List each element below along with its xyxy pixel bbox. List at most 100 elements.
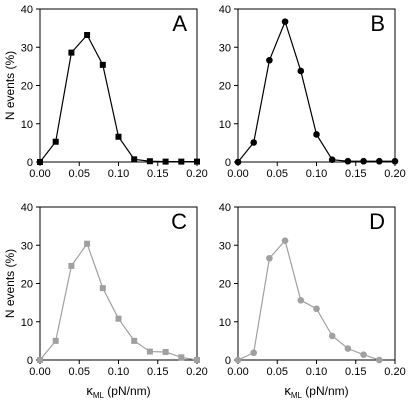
y-tick-label: 30 [21, 240, 33, 252]
x-tick-label: 0.05 [267, 168, 288, 180]
data-point [328, 332, 336, 340]
panel-letter: C [171, 209, 187, 234]
data-point [178, 158, 185, 165]
data-point [266, 56, 273, 64]
x-tick-label: 0.00 [29, 366, 50, 378]
data-point [234, 158, 242, 166]
x-axis-title-units: (pN/nm) [104, 384, 151, 398]
panel-c: 0.00 0.05 0.10 0.15 0.20 0 10 20 30 40 C N events (… [3, 202, 208, 400]
data-point [266, 254, 273, 262]
y-tick-label: 0 [27, 157, 33, 169]
data-point [313, 131, 320, 138]
x-tick-label: 0.10 [108, 366, 129, 378]
panel-letter: D [369, 209, 385, 234]
x-tick-label: 0.00 [29, 168, 50, 180]
data-point [194, 158, 200, 165]
data-point [234, 356, 242, 364]
y-tick-label: 40 [21, 4, 33, 16]
y-axis-title: N events (%) [3, 51, 17, 120]
data-point [178, 354, 185, 361]
y-tick-label: 0 [27, 355, 33, 367]
y-tick-label: 40 [21, 202, 33, 214]
panel-letter: B [370, 11, 385, 36]
data-point [37, 357, 43, 363]
x-axis-title-symbol: κ [284, 383, 291, 398]
y-tick-label: 0 [225, 157, 231, 169]
data-point [162, 348, 169, 355]
data-point [391, 157, 399, 165]
x-tick-label: 0.15 [147, 168, 168, 180]
data-point [344, 157, 352, 165]
x-tick-label: 0.00 [227, 366, 248, 378]
data-point [360, 351, 367, 358]
series-line [237, 19, 395, 163]
data-point [146, 158, 153, 165]
data-point [131, 337, 138, 344]
y-tick-label: 20 [219, 81, 231, 93]
data-point [250, 349, 257, 357]
data-point [360, 157, 367, 165]
x-tick-label: 0.20 [186, 366, 207, 378]
data-point [52, 337, 59, 344]
x-tick-label: 0.05 [267, 366, 288, 378]
data-point [52, 138, 59, 145]
data-point [194, 357, 200, 363]
data-point [131, 156, 138, 163]
x-axis-title: κML (pN/nm) [86, 383, 150, 400]
x-axis-title: κML (pN/nm) [284, 383, 348, 400]
series-line [39, 33, 197, 163]
y-tick-label: 30 [21, 42, 33, 54]
y-tick-label: 20 [21, 279, 33, 291]
data-point [376, 356, 383, 364]
y-tick-label: 20 [21, 81, 33, 93]
x-axis-title-units: (pN/nm) [302, 384, 349, 398]
x-tick-label: 0.00 [227, 168, 248, 180]
x-tick-label: 0.10 [306, 168, 327, 180]
x-axis-title-symbol: κ [86, 383, 93, 398]
data-point [328, 156, 336, 164]
series-line [39, 242, 198, 361]
x-tick-label: 0.15 [345, 366, 366, 378]
data-point [84, 240, 91, 247]
x-tick-label: 0.15 [147, 366, 168, 378]
data-point [297, 67, 305, 75]
y-axis-title: N events (%) [3, 249, 17, 318]
x-tick-label: 0.05 [69, 168, 90, 180]
x-tick-label: 0.20 [384, 366, 405, 378]
y-tick-label: 40 [219, 202, 231, 214]
series-line [237, 239, 380, 361]
panel-b: 0.00 0.05 0.10 0.15 0.20 0 10 20 30 40 B [219, 4, 406, 180]
data-point [146, 348, 153, 355]
x-tick-label: 0.20 [186, 168, 207, 180]
panel-a: 0.00 0.05 0.10 0.15 0.20 0 10 20 30 40 A N events (… [3, 4, 208, 180]
data-point [376, 157, 383, 165]
y-tick-label: 10 [219, 317, 231, 329]
y-tick-label: 40 [219, 4, 231, 16]
data-point [68, 262, 75, 269]
y-tick-label: 0 [225, 355, 231, 367]
data-point [281, 237, 289, 244]
x-tick-label: 0.10 [306, 366, 327, 378]
data-point [344, 345, 352, 352]
x-axis-title-subscript: ML [291, 391, 303, 400]
x-tick-label: 0.10 [108, 168, 129, 180]
data-point [99, 285, 106, 292]
y-tick-label: 10 [219, 119, 231, 131]
data-point [115, 315, 122, 322]
y-tick-label: 30 [219, 240, 231, 252]
x-tick-label: 0.20 [384, 168, 405, 180]
y-tick-label: 10 [21, 119, 33, 131]
data-point [84, 32, 91, 39]
x-axis-title-subscript: ML [93, 391, 105, 400]
y-tick-label: 30 [219, 42, 231, 54]
data-point [68, 49, 75, 56]
panel-letter: A [172, 11, 187, 36]
data-point [99, 61, 106, 68]
x-tick-label: 0.15 [345, 168, 366, 180]
data-point [297, 297, 305, 304]
data-point [37, 159, 43, 165]
y-tick-label: 20 [219, 279, 231, 291]
data-point [162, 158, 169, 165]
